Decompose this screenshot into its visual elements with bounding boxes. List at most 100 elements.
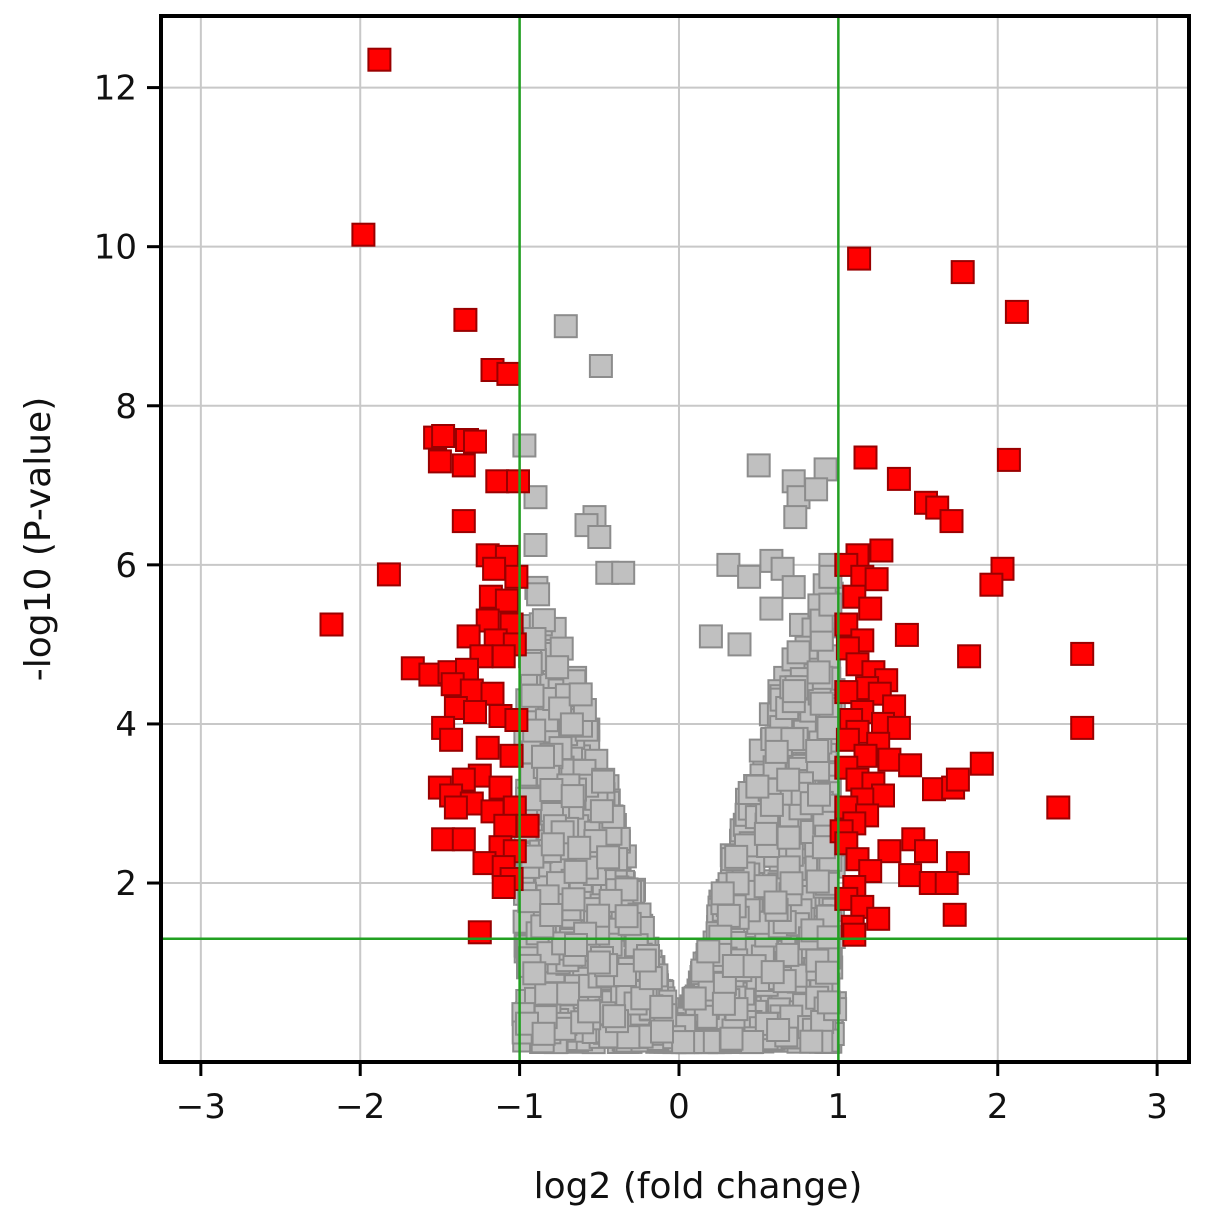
data-point-significant xyxy=(894,622,919,647)
data-point-significant xyxy=(453,307,478,332)
y-tick-label: 2 xyxy=(115,864,137,904)
data-point xyxy=(564,933,588,957)
data-point xyxy=(614,904,639,929)
data-point-significant xyxy=(1046,795,1071,820)
data-point xyxy=(589,799,614,824)
data-point-significant xyxy=(842,922,867,947)
data-point xyxy=(559,712,584,737)
data-point xyxy=(740,1030,765,1054)
data-point xyxy=(540,832,565,857)
data-point xyxy=(591,769,615,794)
data-point-significant xyxy=(886,466,911,491)
data-point xyxy=(753,821,778,846)
data-point-significant xyxy=(443,795,468,820)
data-point-significant xyxy=(834,680,859,705)
data-point xyxy=(522,961,547,986)
data-point-significant xyxy=(950,260,975,285)
data-point-significant xyxy=(515,813,540,838)
data-point xyxy=(698,624,723,649)
data-point xyxy=(781,575,806,600)
data-point xyxy=(563,859,588,884)
data-point-significant xyxy=(1070,715,1095,740)
data-point-significant xyxy=(945,767,970,792)
data-point-significant xyxy=(979,572,1004,597)
data-point xyxy=(556,981,580,1006)
data-point-significant xyxy=(504,564,529,589)
data-point-significant xyxy=(467,920,492,945)
data-point xyxy=(650,1019,674,1044)
data-point xyxy=(517,889,542,914)
threshold-lines xyxy=(161,16,1189,1062)
data-point xyxy=(806,660,831,685)
data-point xyxy=(553,314,578,339)
data-point xyxy=(779,871,804,896)
data-point-significant xyxy=(319,612,344,637)
data-point xyxy=(587,525,612,549)
y-tick-label: 4 xyxy=(115,705,137,745)
data-point xyxy=(611,560,636,585)
data-point xyxy=(776,767,801,792)
data-point xyxy=(710,881,735,906)
data-point-significant xyxy=(475,735,500,760)
data-point xyxy=(759,792,784,817)
data-point-significant xyxy=(858,596,883,621)
data-point-significant xyxy=(367,47,392,72)
data-point xyxy=(567,835,592,860)
data-point-significant xyxy=(898,863,923,888)
data-point xyxy=(512,433,537,458)
data-point-significant xyxy=(898,753,923,778)
data-point xyxy=(596,845,621,870)
data-point xyxy=(561,887,586,912)
data-points xyxy=(319,47,1095,1055)
data-point xyxy=(804,477,829,502)
data-point xyxy=(649,994,674,1019)
data-point xyxy=(799,1029,824,1054)
data-point xyxy=(577,999,602,1024)
data-point xyxy=(805,869,830,894)
data-point-significant xyxy=(969,751,994,776)
data-point-significant xyxy=(942,902,967,927)
data-point-significant xyxy=(493,813,518,838)
data-point-significant xyxy=(491,875,516,899)
data-point-significant xyxy=(866,906,891,931)
data-point xyxy=(671,1030,696,1055)
data-point xyxy=(809,691,834,716)
data-point-significant xyxy=(886,715,911,740)
data-point xyxy=(711,991,736,1016)
x-tick-label: 3 xyxy=(1146,1087,1168,1127)
data-point-significant xyxy=(957,644,982,669)
data-point-significant xyxy=(496,361,521,386)
data-point xyxy=(531,744,555,769)
data-point-significant xyxy=(871,783,895,808)
data-point-significant xyxy=(482,556,507,581)
data-point xyxy=(534,981,559,1006)
data-point-significant xyxy=(431,424,456,448)
data-point-significant xyxy=(945,851,970,876)
data-point-significant xyxy=(847,246,872,271)
y-tick-label: 12 xyxy=(94,69,137,109)
data-point xyxy=(568,682,593,707)
data-point xyxy=(813,457,838,482)
data-point xyxy=(526,582,551,607)
data-point xyxy=(539,903,564,927)
data-point-significant xyxy=(864,567,889,592)
x-axis-title: log2 (fold change) xyxy=(534,1166,863,1207)
data-point-significant xyxy=(877,839,902,864)
data-point xyxy=(724,844,749,869)
data-point-significant xyxy=(451,453,476,478)
data-point-significant xyxy=(853,445,878,470)
data-point xyxy=(745,774,770,799)
data-point-significant xyxy=(835,727,860,752)
data-point-significant xyxy=(451,509,476,534)
y-tick-label: 6 xyxy=(115,546,137,586)
grid xyxy=(161,16,1189,1062)
data-point-significant xyxy=(351,222,376,247)
data-point xyxy=(545,655,570,680)
data-point-significant xyxy=(485,469,510,494)
x-tick-label: −1 xyxy=(495,1087,545,1127)
data-point xyxy=(776,825,801,850)
data-point xyxy=(520,683,545,708)
y-tick-label: 8 xyxy=(115,387,137,427)
